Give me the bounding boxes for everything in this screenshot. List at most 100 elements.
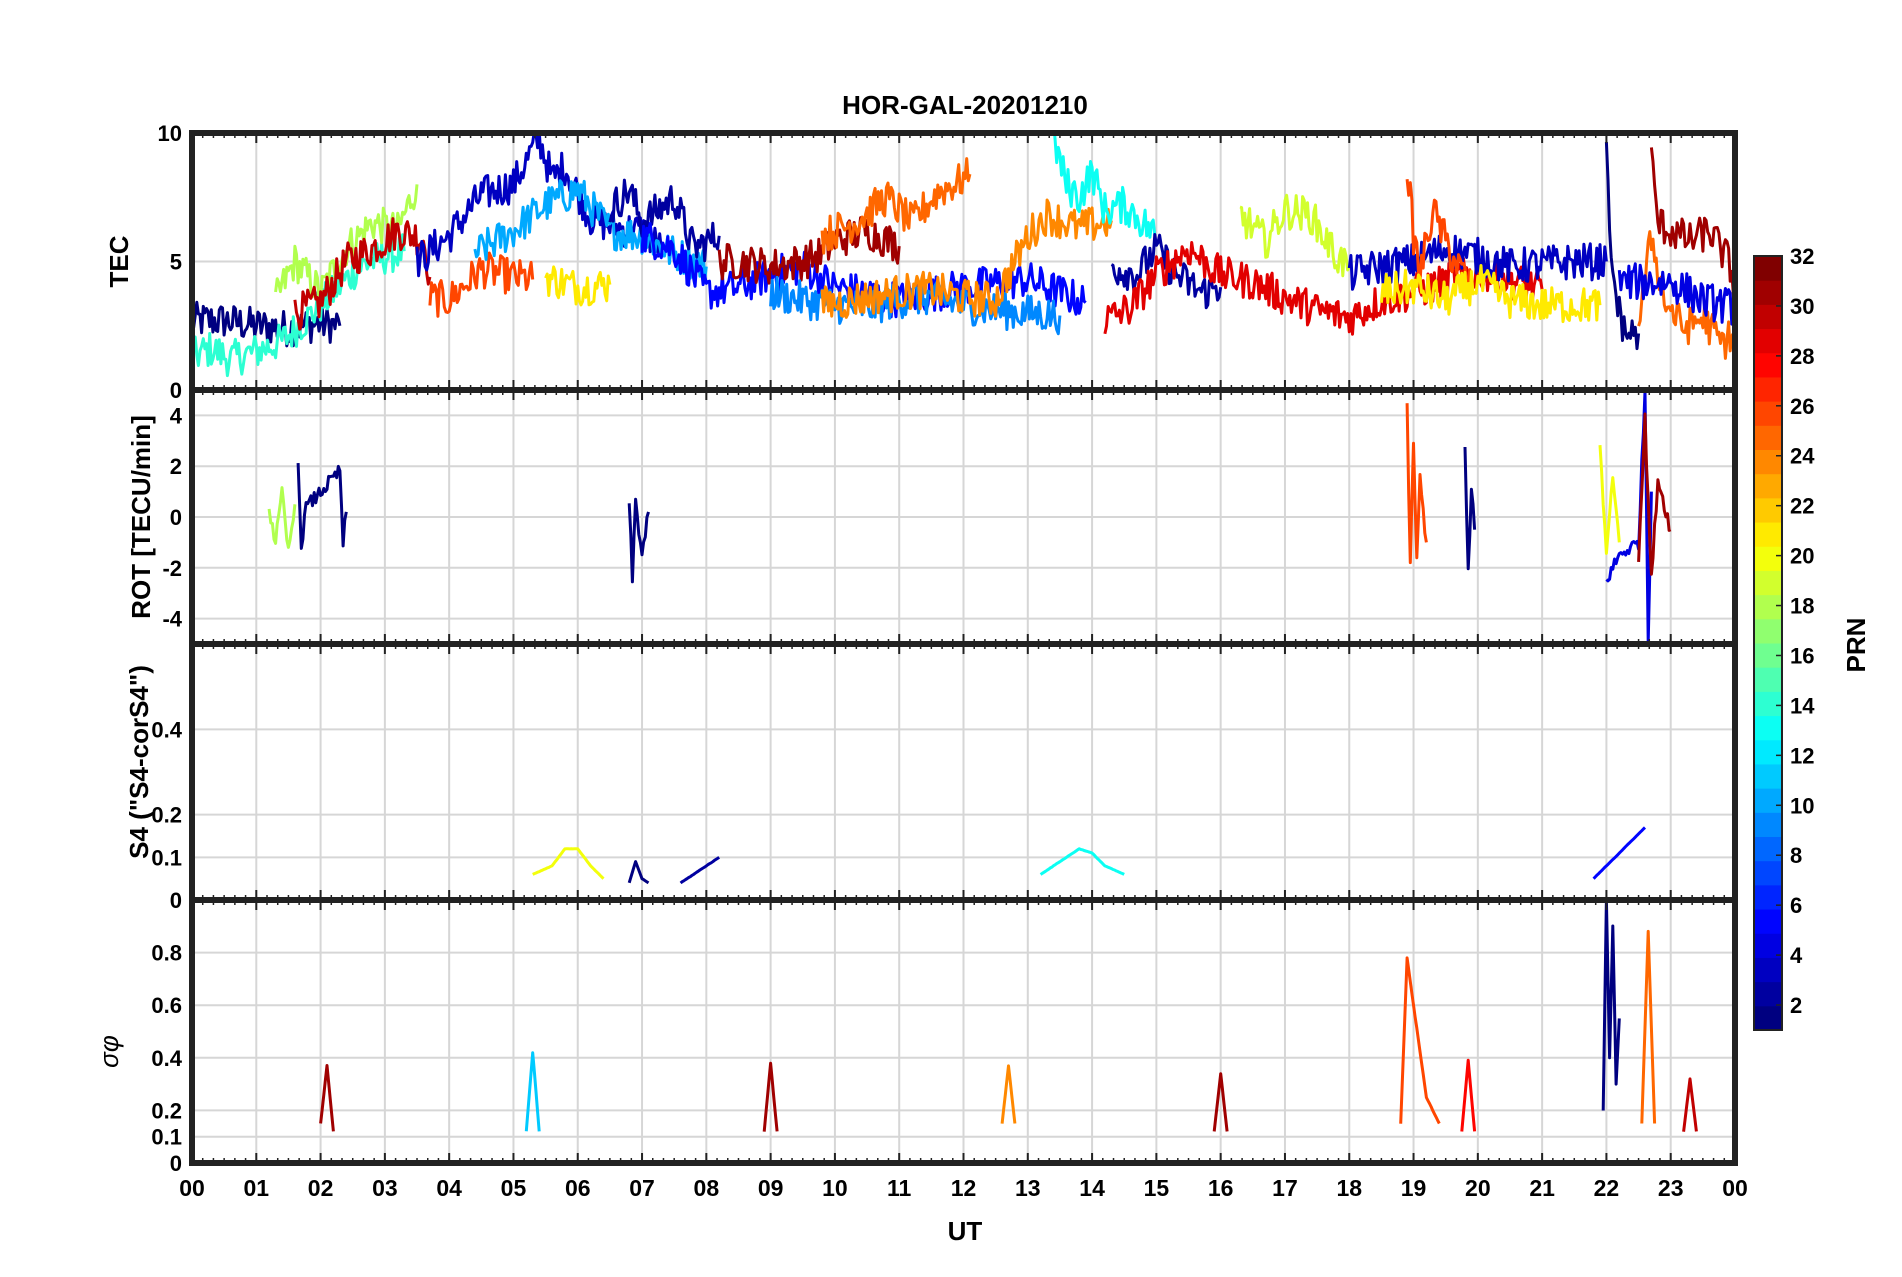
series-line-prn-25 — [820, 157, 972, 255]
x-tick-label: 21 — [1529, 1175, 1555, 1201]
series-line-prn-11 — [524, 1051, 541, 1132]
colorbar-swatch — [1754, 256, 1782, 281]
y-tick-label: 0 — [170, 888, 182, 913]
series-line-prn-20 — [532, 847, 605, 880]
colorbar-swatch — [1754, 280, 1782, 305]
x-tick-label: 10 — [822, 1175, 848, 1201]
x-tick-label: 14 — [1079, 1175, 1105, 1201]
x-tick-label: 06 — [565, 1175, 591, 1201]
series-line-prn-31 — [1637, 412, 1672, 576]
colorbar-swatch — [1754, 425, 1782, 450]
colorbar-swatch — [1754, 812, 1782, 837]
x-tick-label: 18 — [1336, 1175, 1362, 1201]
series-line-prn-1 — [192, 300, 342, 348]
colorbar-swatch — [1754, 618, 1782, 644]
colorbar-swatch — [1754, 522, 1782, 547]
colorbar-swatch — [1754, 1005, 1782, 1031]
y-tick-label: 2 — [170, 454, 182, 479]
colorbar-swatch — [1754, 788, 1782, 813]
colorbar-swatch — [1754, 957, 1782, 983]
x-tick-label: 08 — [694, 1175, 720, 1201]
series-line-prn-3 — [1347, 234, 1608, 291]
series-line-prn-26 — [1399, 956, 1441, 1125]
colorbar-tick-label: 10 — [1790, 793, 1814, 818]
series-line-prn-1 — [1604, 141, 1641, 351]
series-line-prn-30 — [293, 217, 432, 331]
y-axis-label: σφ — [94, 1035, 124, 1068]
panel-3: 0 0.1 0.2 0.4S4 ("S4-corS4") — [124, 641, 1738, 913]
panel-series — [532, 826, 1647, 885]
colorbar-swatch — [1754, 352, 1782, 378]
panel-4: 00.10.2 0.4 0.6 0.8 σφ — [94, 897, 1738, 1176]
colorbar-swatch — [1754, 909, 1782, 934]
series-line-prn-31 — [1649, 147, 1735, 297]
y-tick-label: 0.4 — [151, 717, 182, 742]
x-tick-label: 11 — [887, 1175, 912, 1201]
x-tick-label: 09 — [758, 1175, 784, 1201]
colorbar-swatch — [1754, 667, 1782, 692]
series-line-prn-2 — [608, 178, 721, 263]
y-tick-label: 0.4 — [151, 1046, 182, 1071]
x-tick-label: 05 — [501, 1175, 527, 1201]
colorbar-tick-label: 2 — [1790, 993, 1802, 1018]
x-tick-label: 12 — [951, 1175, 977, 1201]
colorbar-frame — [1753, 255, 1783, 1031]
series-line-prn-13 — [1053, 133, 1157, 239]
series-line-prn-21 — [1379, 264, 1602, 324]
x-axis-label: UT — [948, 1216, 983, 1246]
x-tick-label: 17 — [1272, 1175, 1298, 1201]
y-tick-label: 0 — [170, 1151, 182, 1176]
series-line-prn-25 — [1637, 230, 1735, 360]
series-line-prn-26 — [1405, 179, 1473, 288]
x-tick-label: 07 — [629, 1175, 655, 1201]
x-tick-label: 02 — [308, 1175, 334, 1201]
panel-series — [319, 900, 1698, 1132]
series-line-prn-28 — [1460, 1058, 1477, 1132]
panel-frame — [189, 897, 1738, 1166]
panel-1: 0 5 10 TEC — [104, 121, 1738, 403]
colorbar-swatch — [1754, 981, 1782, 1007]
x-tick-label: 20 — [1465, 1175, 1491, 1201]
panel-series — [267, 390, 1672, 644]
series-line-prn-2 — [1110, 233, 1223, 310]
y-tick-label: 0.2 — [151, 1098, 182, 1123]
x-tick-label: 16 — [1208, 1175, 1234, 1201]
colorbar-tick-label: 4 — [1790, 943, 1803, 968]
series-line-prn-18 — [267, 486, 297, 549]
colorbar-swatch — [1754, 497, 1782, 523]
panel-series — [192, 133, 1735, 378]
colorbar-tick-label: 22 — [1790, 494, 1814, 519]
series-line-prn-24 — [820, 198, 1113, 319]
colorbar-swatch — [1754, 933, 1782, 958]
colorbar-swatch — [1754, 715, 1782, 741]
series-line-prn-24 — [1000, 1064, 1017, 1124]
y-tick-label: 4 — [170, 403, 183, 428]
colorbar-swatch — [1754, 594, 1782, 620]
colorbar-swatch — [1754, 691, 1782, 717]
y-tick-label: 0.1 — [151, 845, 182, 870]
y-axis-label: ROT [TECU/min] — [126, 415, 156, 619]
x-tick-label: 03 — [372, 1175, 398, 1201]
x-tick-label: 23 — [1658, 1175, 1684, 1201]
series-line-prn-19 — [1239, 193, 1351, 278]
colorbar-swatch — [1754, 401, 1782, 426]
series-line-prn-20 — [1598, 445, 1621, 555]
series-line-prn-26 — [428, 251, 535, 318]
y-axis-label: TEC — [104, 235, 134, 287]
colorbar-tick-label: 28 — [1790, 344, 1814, 369]
series-line-prn-31 — [762, 1061, 779, 1132]
colorbar-swatch — [1754, 473, 1782, 499]
y-tick-label: 0 — [170, 378, 182, 403]
series-line-prn-2 — [679, 856, 721, 885]
colorbar-tick-label: 30 — [1790, 294, 1814, 319]
colorbar-tick-label: 26 — [1790, 394, 1814, 419]
colorbar-tick-label: 16 — [1790, 643, 1814, 668]
series-line-prn-30 — [1682, 1077, 1698, 1132]
y-tick-label: 0.6 — [151, 993, 182, 1018]
x-tick-label: 00 — [1722, 1175, 1748, 1201]
colorbar-swatch — [1754, 449, 1782, 475]
colorbar-swatch — [1754, 376, 1782, 402]
colorbar-tick-label: 12 — [1790, 743, 1814, 768]
